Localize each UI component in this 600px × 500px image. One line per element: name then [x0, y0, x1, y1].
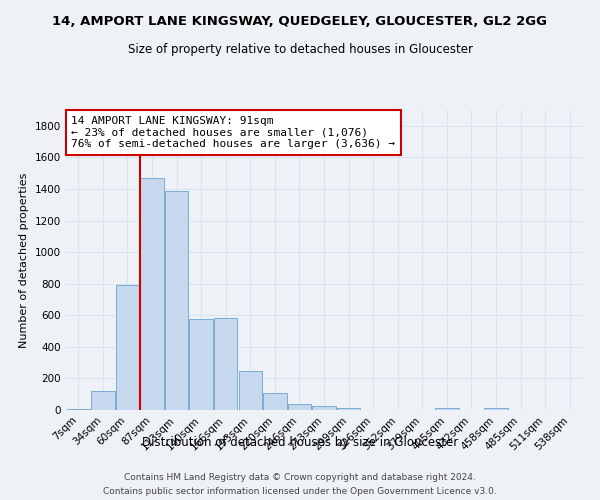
Bar — [435, 408, 458, 410]
Bar — [263, 392, 287, 410]
Bar — [165, 190, 188, 410]
Bar — [91, 391, 115, 410]
Bar — [67, 408, 90, 410]
Text: Size of property relative to detached houses in Gloucester: Size of property relative to detached ho… — [128, 42, 473, 56]
Bar — [190, 319, 213, 410]
Bar — [288, 404, 311, 410]
Bar — [484, 408, 508, 410]
Bar — [239, 370, 262, 410]
Bar — [116, 286, 139, 410]
Text: Contains public sector information licensed under the Open Government Licence v3: Contains public sector information licen… — [103, 486, 497, 496]
Text: 14 AMPORT LANE KINGSWAY: 91sqm
← 23% of detached houses are smaller (1,076)
76% : 14 AMPORT LANE KINGSWAY: 91sqm ← 23% of … — [71, 116, 395, 149]
Text: 14, AMPORT LANE KINGSWAY, QUEDGELEY, GLOUCESTER, GL2 2GG: 14, AMPORT LANE KINGSWAY, QUEDGELEY, GLO… — [53, 15, 548, 28]
Bar — [337, 408, 360, 410]
Bar — [140, 178, 164, 410]
Y-axis label: Number of detached properties: Number of detached properties — [19, 172, 29, 348]
Bar — [313, 406, 335, 410]
Text: Distribution of detached houses by size in Gloucester: Distribution of detached houses by size … — [142, 436, 458, 449]
Bar — [214, 318, 238, 410]
Text: Contains HM Land Registry data © Crown copyright and database right 2024.: Contains HM Land Registry data © Crown c… — [124, 473, 476, 482]
